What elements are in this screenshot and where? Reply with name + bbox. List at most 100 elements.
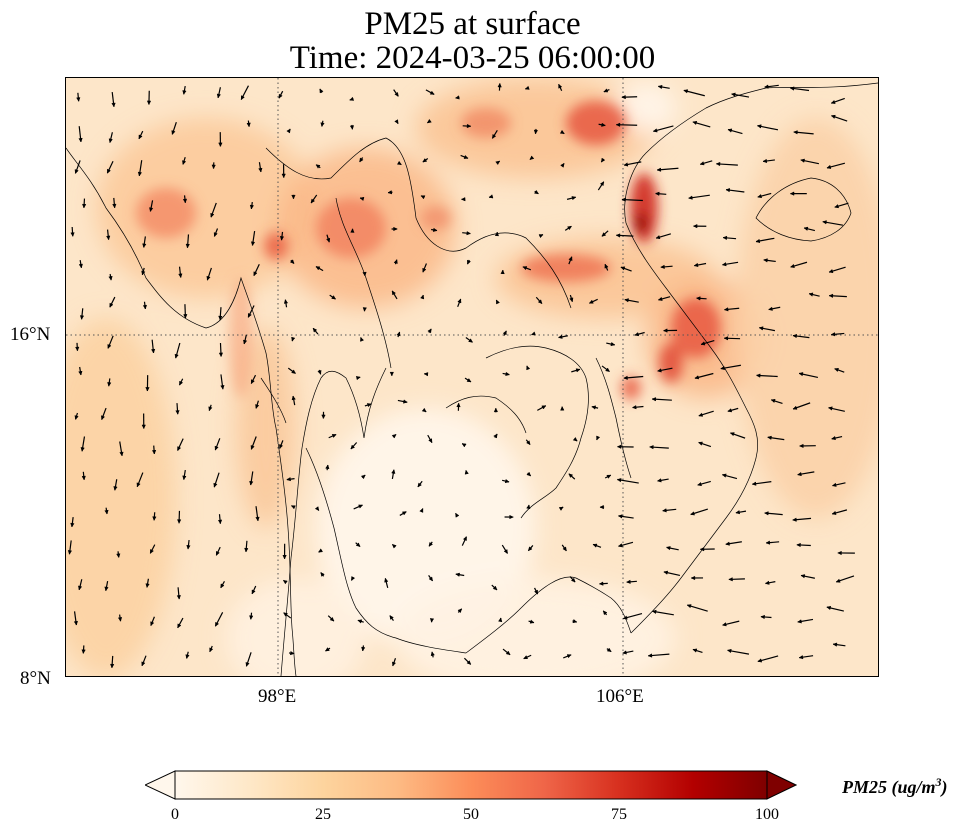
wind-arrow-head [758, 326, 764, 331]
wind-arrow-head [728, 577, 733, 582]
wind-arrow-head [764, 580, 770, 585]
wind-arrow-head [649, 445, 654, 450]
wind-arrow-head [290, 650, 295, 656]
wind-arrow-head [764, 511, 769, 516]
wind-arrow-head [567, 225, 572, 231]
colorbar-tick-100: 100 [755, 806, 779, 823]
wind-arrow-head [735, 510, 741, 515]
wind-arrow-head [250, 445, 255, 450]
wind-arrow-head [392, 661, 397, 667]
wind-arrow-head [220, 583, 225, 589]
wind-arrow-head [389, 371, 394, 377]
wind-arrow-head [663, 570, 669, 575]
wind-arrow-head [80, 447, 85, 452]
wind-arrow-head [505, 371, 510, 377]
wind-arrow-head [391, 434, 397, 439]
longitude-label-98e: 98°E [258, 686, 297, 707]
wind-arrow-head [606, 647, 612, 652]
wind-arrow-head [218, 315, 223, 321]
wind-arrow-head [331, 295, 337, 300]
wind-arrow-head [663, 328, 668, 333]
wind-arrow-head [683, 89, 689, 94]
wind-arrow-head [457, 608, 463, 614]
wind-arrow-head [665, 546, 671, 551]
wind-arrow-head [171, 130, 176, 136]
wind-arrow-head [572, 618, 578, 624]
wind-arrow-head [558, 506, 564, 511]
wind-arrow-head [78, 263, 83, 269]
wind-arrow-head [493, 407, 499, 413]
wind-arrow-head [211, 164, 216, 170]
wind-arrow-head [698, 441, 703, 446]
wind-arrow-head [249, 204, 255, 210]
wind-arrow-head [721, 262, 727, 267]
wind-arrow-head [720, 365, 725, 371]
wind-arrow-head [315, 164, 321, 169]
wind-arrow-head [494, 231, 500, 237]
wind-arrow-head [326, 237, 331, 243]
wind-arrow-head [109, 302, 114, 308]
wind-arrow-head [215, 621, 220, 627]
wind-arrow-head [349, 125, 355, 130]
wind-arrow-head [462, 536, 467, 542]
wind-arrow-head [755, 238, 761, 244]
wind-arrow-head [218, 142, 223, 148]
wind-arrow-head [797, 471, 802, 477]
wind-arrow-head [331, 434, 337, 439]
wind-arrow-head [220, 385, 225, 390]
wind-arrow-head [319, 88, 324, 94]
wind-arrow-head [76, 97, 81, 102]
wind-arrow-head [325, 464, 330, 470]
wind-arrow-head [686, 604, 692, 609]
wind-arrow-head [185, 654, 190, 660]
wind-arrow-head [606, 474, 612, 479]
wind-arrow-head [604, 263, 609, 269]
wind-arrow-head [396, 331, 401, 337]
wind-arrow-head [186, 545, 191, 550]
wind-arrow-head [396, 160, 402, 165]
wind-arrow-head [290, 505, 296, 510]
wind-arrow-head [179, 380, 184, 386]
wind-arrow-head [529, 155, 535, 160]
wind-arrow-head [111, 102, 116, 108]
wind-arrow-head [117, 617, 123, 622]
wind-arrow-head [255, 516, 260, 522]
wind-arrow-head [67, 550, 73, 555]
wind-arrow-head [393, 259, 398, 264]
wind-arrow-head [359, 157, 364, 163]
wind-arrow-head [698, 412, 704, 417]
wind-arrow-head [729, 432, 735, 437]
wind-arrow-head [756, 124, 762, 129]
wind-arrow-head [210, 212, 215, 218]
wind-arrow-head [251, 589, 256, 595]
wind-arrow-head [423, 372, 429, 377]
wind-arrow-head [282, 555, 287, 560]
wind-arrow-head [291, 395, 296, 401]
wind-arrow-head [389, 615, 394, 620]
wind-arrow-head [828, 293, 834, 298]
wind-arrow-head [826, 164, 832, 169]
wind-arrow-head [214, 445, 219, 451]
wind-arrow-head [656, 167, 662, 172]
wind-arrow-head [534, 189, 539, 195]
wind-arrow-head [526, 440, 531, 446]
wind-arrow-head [138, 134, 143, 140]
wind-arrow-head [789, 86, 795, 91]
longitude-label-106e: 106°E [596, 686, 644, 707]
wind-arrow-head [557, 334, 563, 339]
wind-arrow-head [429, 618, 435, 623]
wind-arrow-head [751, 481, 757, 486]
wind-arrow-head [420, 195, 426, 200]
wind-arrow-head [762, 158, 768, 164]
wind-arrow-head [286, 128, 291, 134]
wind-arrow-head [426, 118, 432, 124]
coastlines-borders [66, 82, 878, 676]
wind-arrow-head [723, 336, 729, 341]
wind-arrow-head [830, 332, 836, 337]
wind-arrow-head [622, 650, 627, 655]
wind-arrow-head [315, 266, 321, 271]
wind-arrow-head [394, 119, 399, 125]
map-panel[interactable] [65, 77, 879, 677]
wind-arrow-head [763, 258, 768, 263]
wind-arrow-head [492, 133, 497, 139]
